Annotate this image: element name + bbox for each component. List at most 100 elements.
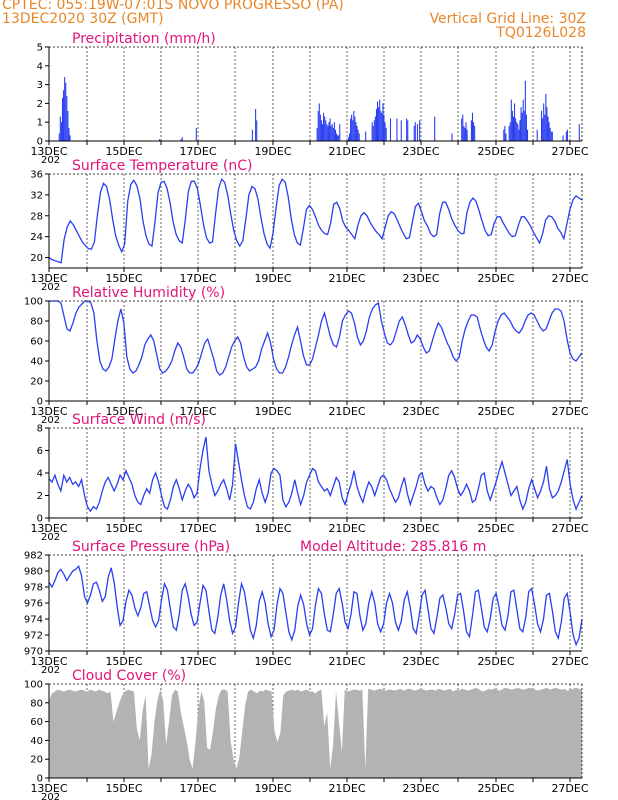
precip-bar [462,114,464,141]
precip-bar [521,112,523,141]
y-tick-label: 3 [37,80,43,91]
model-altitude: Model Altitude: 285.816 m [300,539,486,555]
precip-bar [547,116,549,141]
x-tick-label: 17DEC [179,272,216,285]
precip-bar [336,133,338,141]
precip-bar [543,103,545,141]
x-tick-label: 27DEC [551,655,588,668]
precip-bar [381,112,383,141]
x-tick-label: 25DEC [477,782,514,795]
precip-bar [358,133,360,141]
x-tick-label: 23DEC [402,272,439,285]
series-line [48,564,583,647]
precip-bar [255,109,257,141]
precip-bar [434,116,436,141]
x-tick-label: 13DEC [30,272,67,285]
x-tick-label: 19DEC [254,655,291,668]
panel-title: Surface Temperature (nC) [72,158,253,174]
y-tick-label: 24 [30,232,43,243]
precip-bar [520,107,522,141]
panel-title: Precipitation (mm/h) [72,31,216,47]
x-tick-label: 13DEC [30,522,67,535]
precip-bar [325,120,327,141]
x-tick-label: 25DEC [477,145,514,158]
x-tick-label: 27DEC [551,272,588,285]
y-tick-label: 100 [24,297,43,308]
precip-bar [181,137,183,141]
y-tick-label: 0 [37,137,43,148]
precip-bar [372,125,374,141]
precip-bar [451,133,453,141]
precip-bar [384,122,386,141]
precip-bar [406,118,408,141]
precip-bar [551,131,553,141]
y-tick-label: 974 [24,615,43,626]
precip-bar [365,131,367,141]
precip-bar [61,97,64,141]
precip-bar [578,124,580,141]
x-tick-label: 15DEC [105,145,142,158]
precip-bar [463,125,465,141]
x-tick-label: 23DEC [402,782,439,795]
precip-bar [329,118,331,141]
precip-bar [515,118,517,141]
header-station: CPTEC: 055:19W-07:01S NOVO PROGRESSO (PA… [2,0,344,13]
precip-bar [509,122,511,141]
precip-bar [465,122,467,141]
series-line [49,300,583,376]
precip-bar [517,124,519,141]
y-tick-label: 5 [37,43,43,54]
precip-bar [351,114,353,141]
precip-bar [353,110,355,141]
x-tick-label: 27DEC [551,522,588,535]
precip-bar [516,122,518,141]
x-tick-label: 23DEC [402,405,439,418]
y-tick-label: 36 [30,170,43,181]
precip-bar [545,94,547,141]
y-tick-label: 20 [30,377,43,388]
precip-bar [512,116,515,141]
y-tick-label: 4 [37,469,43,480]
precip-bar [331,124,333,141]
precip-bar [354,116,356,141]
precip-bar [470,120,472,141]
x-tick-label: 19DEC [254,405,291,418]
panel-3: 0 2 4 6 8 13DEC 15DEC 17DEC 19DEC 21DEC 23DEC 25DEC… [30,412,588,543]
header-model-code: TQ0126L028 [496,25,586,41]
precip-bar [374,116,376,141]
precip-bar [58,133,60,141]
x-tick-label: 21DEC [328,145,365,158]
precip-bar [473,122,475,141]
header-date: 13DEC2020 30Z (GMT) [2,11,164,27]
x-year-label: 202 [41,155,60,166]
x-tick-label: 19DEC [254,522,291,535]
precip-bar [320,120,322,141]
x-tick-label: 21DEC [328,272,365,285]
x-tick-label: 15DEC [105,522,142,535]
x-tick-label: 13DEC [30,145,67,158]
x-tick-label: 19DEC [254,272,291,285]
precip-bar [518,129,520,141]
x-tick-label: 25DEC [477,405,514,418]
precip-bar [69,135,71,141]
precip-bar [317,110,319,141]
precip-bar [511,110,513,141]
precip-bar [352,120,354,141]
x-tick-label: 27DEC [551,405,588,418]
y-tick-label: 970 [24,647,43,658]
y-tick-label: 6 [37,446,43,457]
x-tick-label: 17DEC [179,522,216,535]
precip-bar [68,127,70,141]
precip-bar [510,99,512,141]
precip-bar [338,135,340,141]
y-tick-label: 982 [24,551,43,562]
precip-bar [508,125,510,141]
x-year-label: 202 [41,532,60,543]
precip-bar [371,122,373,141]
precip-bar [339,124,341,141]
y-tick-label: 8 [37,424,43,435]
y-tick-label: 980 [24,567,43,578]
precip-bar [318,103,320,141]
precip-bar [461,118,463,141]
y-tick-label: 60 [30,337,43,348]
